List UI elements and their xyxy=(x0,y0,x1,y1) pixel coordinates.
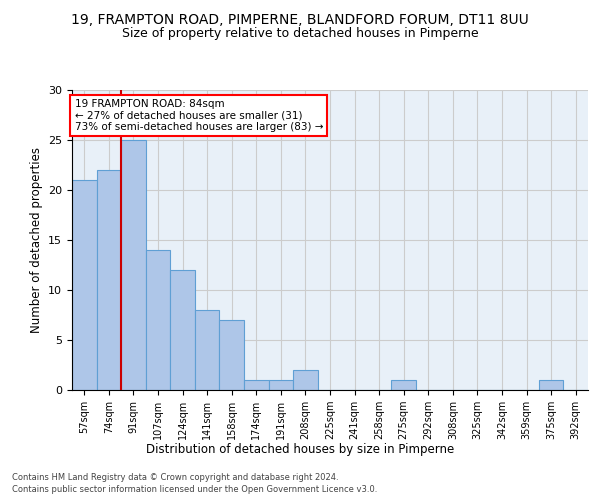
Bar xyxy=(244,380,269,390)
Text: 19, FRAMPTON ROAD, PIMPERNE, BLANDFORD FORUM, DT11 8UU: 19, FRAMPTON ROAD, PIMPERNE, BLANDFORD F… xyxy=(71,12,529,26)
Bar xyxy=(146,250,170,390)
Text: Distribution of detached houses by size in Pimperne: Distribution of detached houses by size … xyxy=(146,442,454,456)
Text: 19 FRAMPTON ROAD: 84sqm
← 27% of detached houses are smaller (31)
73% of semi-de: 19 FRAMPTON ROAD: 84sqm ← 27% of detache… xyxy=(74,99,323,132)
Bar xyxy=(97,170,121,390)
Text: Contains public sector information licensed under the Open Government Licence v3: Contains public sector information licen… xyxy=(12,485,377,494)
Bar xyxy=(121,140,146,390)
Bar xyxy=(170,270,195,390)
Bar xyxy=(293,370,318,390)
Bar xyxy=(195,310,220,390)
Y-axis label: Number of detached properties: Number of detached properties xyxy=(29,147,43,333)
Bar xyxy=(72,180,97,390)
Bar xyxy=(220,320,244,390)
Text: Size of property relative to detached houses in Pimperne: Size of property relative to detached ho… xyxy=(122,28,478,40)
Bar xyxy=(269,380,293,390)
Text: Contains HM Land Registry data © Crown copyright and database right 2024.: Contains HM Land Registry data © Crown c… xyxy=(12,472,338,482)
Bar xyxy=(539,380,563,390)
Bar xyxy=(391,380,416,390)
